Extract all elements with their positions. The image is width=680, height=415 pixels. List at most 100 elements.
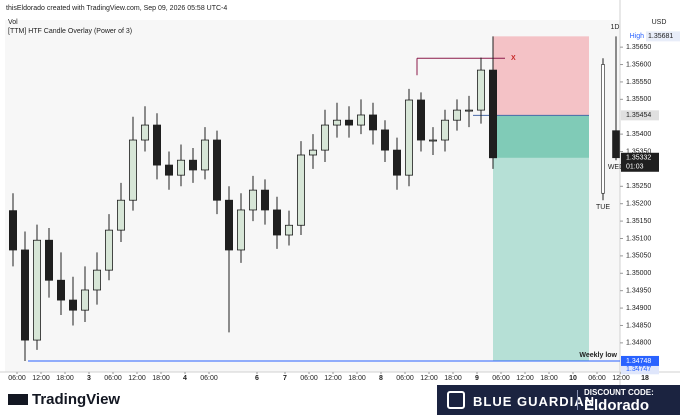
x-tick-label: 06:00 <box>8 375 26 382</box>
x-tick-label: 06:00 <box>200 375 218 382</box>
candle-body <box>212 139 221 201</box>
x-tick-label: 06:00 <box>492 375 510 382</box>
htf-label: TUE <box>596 204 610 211</box>
candle-body <box>69 299 78 311</box>
candle-body <box>356 114 365 126</box>
candle-body <box>308 149 317 156</box>
x-tick-label: 06:00 <box>588 375 606 382</box>
candle-body <box>236 209 245 251</box>
candle-body <box>380 129 389 151</box>
countdown: 01:03 <box>626 164 644 171</box>
marker-label: X <box>511 55 516 62</box>
y-tick-label: 1.34850 <box>626 322 651 329</box>
candle-body <box>440 119 449 141</box>
x-tick-label: 12:00 <box>128 375 146 382</box>
last-tag-bg <box>621 152 659 172</box>
y-tick-label: 1.35200 <box>626 201 651 208</box>
x-tick-label: 7 <box>283 375 287 382</box>
candle-body <box>488 69 497 159</box>
candle-body <box>344 119 353 126</box>
candle-body <box>428 139 437 142</box>
candle-body <box>117 199 126 231</box>
y-tick-label: 1.34950 <box>626 288 651 295</box>
y-tick-label: 1.34900 <box>626 305 651 312</box>
y-tick-label: 1.34800 <box>626 340 651 347</box>
high-label: High <box>630 33 645 40</box>
candle-body <box>8 210 17 251</box>
candle-body <box>260 189 269 211</box>
x-tick-label: 8 <box>379 375 383 382</box>
candle-body <box>93 269 102 291</box>
x-tick-label: 18:00 <box>444 375 462 382</box>
x-tick-label: 12:00 <box>32 375 50 382</box>
weekly-low-tag: 1.34748 <box>626 358 651 365</box>
x-tick-label: 4 <box>183 375 187 382</box>
weekly-low-label: Weekly low <box>579 352 617 359</box>
y-tick-label: 1.35600 <box>626 61 651 68</box>
y-tick-label: 1.35100 <box>626 235 651 242</box>
candle-body <box>392 149 401 176</box>
y-tick-label: 1.35250 <box>626 183 651 190</box>
candle-body <box>20 249 29 341</box>
x-tick-label: 10 <box>569 375 577 382</box>
weekly-low-alt-tag-bg <box>621 364 659 375</box>
last-tag: 1.35332 <box>626 155 651 162</box>
y-tick-label: 1.35400 <box>626 131 651 138</box>
candle-body <box>332 119 341 126</box>
candle-body <box>33 239 42 341</box>
x-tick-label: 18 <box>641 375 649 382</box>
y-tick-label: 1.35350 <box>626 148 651 155</box>
candle-body <box>81 289 90 311</box>
htf-timeframe: 1D <box>611 24 620 31</box>
candle-body <box>272 209 281 236</box>
entry-tag: 1.35454 <box>626 112 651 119</box>
candle-body <box>248 189 257 211</box>
candle-body <box>224 199 233 251</box>
y-tick-label: 1.35050 <box>626 253 651 260</box>
y-tick-label: 1.35500 <box>626 96 651 103</box>
code: Eldorado <box>584 397 650 414</box>
sponsor-name: BLUE GUARDIAN <box>473 394 596 409</box>
high-tag-bg <box>646 31 680 42</box>
weekly-low-tag-bg <box>621 355 659 366</box>
candle-body <box>200 139 209 171</box>
y-tick-label: 1.35650 <box>626 44 651 51</box>
candle-body <box>176 159 185 176</box>
x-tick-label: 6 <box>255 375 259 382</box>
y-tick-label: 1.35150 <box>626 218 651 225</box>
x-tick-label: 06:00 <box>300 375 318 382</box>
brand-text: TradingView <box>32 391 121 408</box>
x-tick-label: 12:00 <box>516 375 534 382</box>
sponsor-icon <box>447 391 465 409</box>
candle-body <box>164 164 173 176</box>
candle-body <box>452 109 461 121</box>
candle-body <box>416 99 425 141</box>
high-tag: 1.35681 <box>648 33 673 40</box>
x-tick-label: 9 <box>475 375 479 382</box>
x-tick-label: 12:00 <box>420 375 438 382</box>
candle-body <box>404 99 413 176</box>
entry-tag-bg <box>621 110 659 121</box>
stop-zone <box>493 36 589 116</box>
indicator-overlay: [TTM] HTF Candle Overlay (Power of 3) <box>8 28 132 35</box>
sponsor-banner: BLUE GUARDIAN DISCOUNT CODE: Eldorado <box>437 385 680 415</box>
candle-body <box>140 124 149 141</box>
open-profit-zone <box>493 115 589 158</box>
code-title: DISCOUNT CODE: <box>584 388 654 397</box>
x-tick-label: 18:00 <box>152 375 170 382</box>
brand: TradingView <box>8 391 120 408</box>
x-tick-label: 3 <box>87 375 91 382</box>
currency: USD <box>652 19 667 26</box>
credit: thisEldorado created with TradingView.co… <box>6 5 227 12</box>
x-tick-label: 18:00 <box>540 375 558 382</box>
x-tick-label: 18:00 <box>56 375 74 382</box>
footer: TradingView BLUE GUARDIAN DISCOUNT CODE:… <box>0 385 680 415</box>
y-tick-label: 1.35550 <box>626 79 651 86</box>
candle-body <box>105 229 114 271</box>
chart: thisEldorado created with TradingView.co… <box>0 0 680 385</box>
x-tick-label: 12:00 <box>324 375 342 382</box>
candle-body <box>152 124 161 166</box>
candle-body <box>57 279 66 301</box>
x-tick-label: 06:00 <box>104 375 122 382</box>
